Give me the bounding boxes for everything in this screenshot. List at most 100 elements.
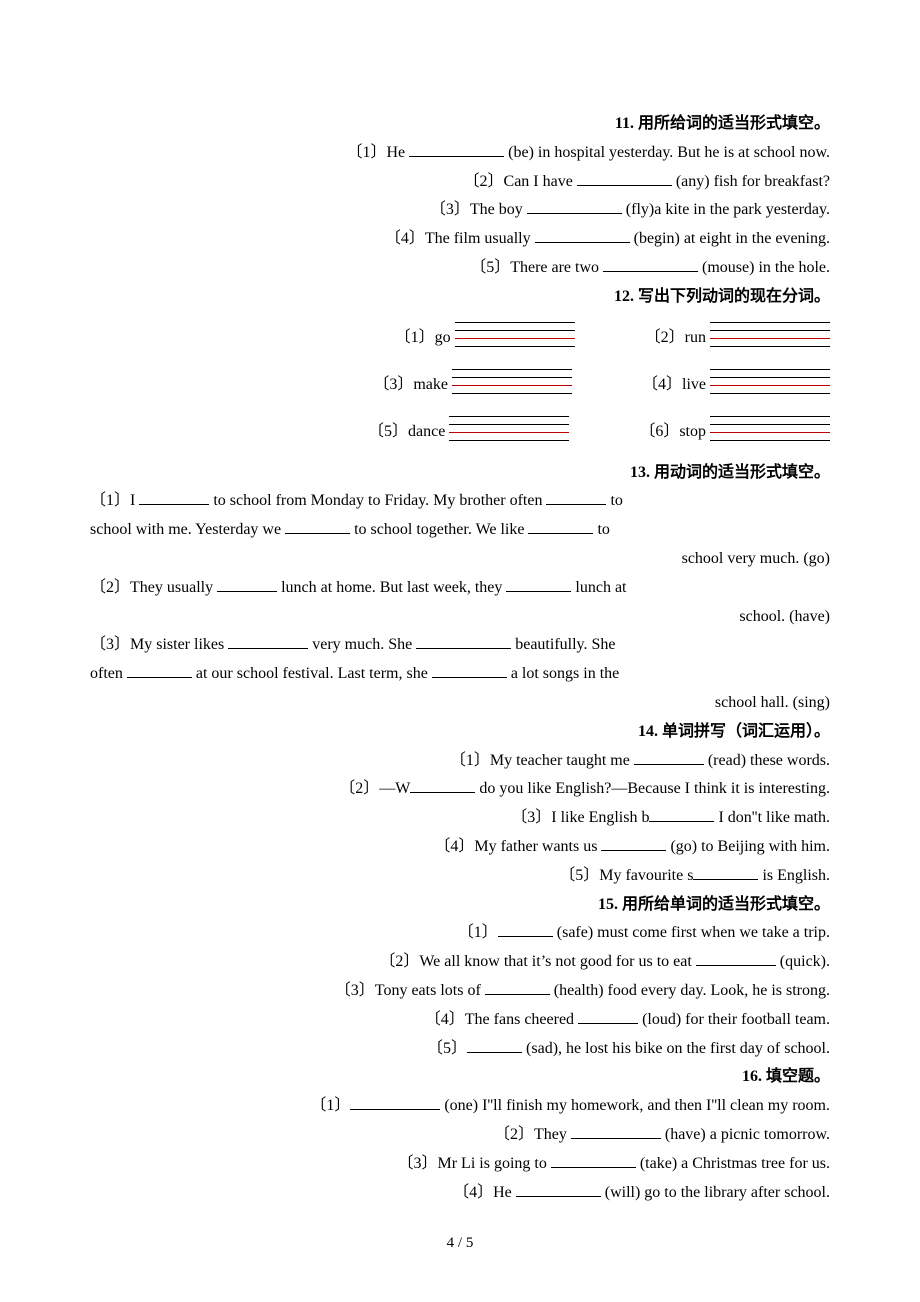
text: school with me. Yesterday we [90,521,285,538]
blank [467,1036,522,1053]
text: to [606,492,622,509]
answer-stack [449,412,569,441]
blank [577,169,672,186]
q12-5-label: 〔5〕dance [368,417,445,441]
q12-pair-2: 〔3〕make 〔4〕live [90,365,830,394]
q12-item-2: 〔2〕run [645,318,830,347]
q13-line-2: school with me. Yesterday we to school t… [90,516,830,545]
q11-heading: 11. 用所给词的适当形式填空。 [90,110,830,139]
blank [527,197,622,214]
blank [634,748,704,765]
q16-item-4: 〔4〕He (will) go to the library after sch… [90,1179,830,1208]
blank [285,517,350,534]
q11-item-1: 〔1〕He (be) in hospital yesterday. But he… [90,139,830,168]
q14-item-2: 〔2〕—W do you like English?—Because I thi… [90,775,830,804]
q13-line-8: school hall. (sing) [90,689,830,718]
q12-4-label: 〔4〕live [642,370,706,394]
q11-2-b: (any) fish for breakfast? [672,173,830,190]
page-number: 4 / 5 [0,1235,920,1252]
blank [696,949,776,966]
blank [649,805,714,822]
blank [350,1093,440,1110]
text: (have) a picnic tomorrow. [661,1126,830,1143]
q15-item-4: 〔4〕The fans cheered (loud) for their foo… [90,1006,830,1035]
q12-item-5: 〔5〕dance [368,412,569,441]
text: (health) food every day. Look, he is str… [550,982,830,999]
blank [409,140,504,157]
text: 〔3〕I like English b [511,809,649,826]
answer-stack [710,318,830,347]
text: (one) I''ll finish my homework, and then… [440,1097,830,1114]
text: 〔4〕My father wants us [434,838,601,855]
text: 〔3〕Mr Li is going to [398,1155,551,1172]
text: 〔1〕 [458,924,498,941]
q13-line-3: school very much. (go) [90,545,830,574]
text: lunch at home. But last week, they [277,579,506,596]
blank [603,255,698,272]
blank [601,834,666,851]
text: (take) a Christmas tree for us. [636,1155,830,1172]
blank [498,920,553,937]
q11-5-b: (mouse) in the hole. [698,259,830,276]
text: a lot songs in the [507,665,619,682]
blank [551,1151,636,1168]
q12-item-3: 〔3〕make [373,365,572,394]
q12-6-label: 〔6〕stop [639,417,706,441]
text: (loud) for their football team. [638,1011,830,1028]
q15-heading: 15. 用所给单词的适当形式填空。 [90,891,830,920]
q16-item-3: 〔3〕Mr Li is going to (take) a Christmas … [90,1150,830,1179]
text: 〔2〕—W [339,780,410,797]
text: 〔3〕My sister likes [90,636,228,653]
q14-item-5: 〔5〕My favourite s is English. [90,862,830,891]
text: at our school festival. Last term, she [192,665,432,682]
text: 〔2〕We all know that it’s not good for us… [379,953,695,970]
text: is English. [758,867,830,884]
text: 〔5〕My favourite s [559,867,693,884]
answer-stack [710,412,830,441]
blank [516,1180,601,1197]
q15-item-3: 〔3〕Tony eats lots of (health) food every… [90,977,830,1006]
text: 〔3〕Tony eats lots of [335,982,485,999]
q12-3-label: 〔3〕make [373,370,448,394]
q12-pair-3: 〔5〕dance 〔6〕stop [90,412,830,441]
q11-item-5: 〔5〕There are two (mouse) in the hole. [90,254,830,283]
q13-heading: 13. 用动词的适当形式填空。 [90,459,830,488]
q12-heading: 12. 写出下列动词的现在分词。 [90,283,830,312]
q13-line-7: often at our school festival. Last term,… [90,660,830,689]
q12-2-label: 〔2〕run [645,323,706,347]
q13-line-4: 〔2〕They usually lunch at home. But last … [90,574,830,603]
q11-2-a: 〔2〕Can I have [464,173,577,190]
blank [127,661,192,678]
blank [535,226,630,243]
blank [139,488,209,505]
blank [693,863,758,880]
text: I don''t like math. [714,809,830,826]
text: to school from Monday to Friday. My brot… [209,492,546,509]
blank [410,776,475,793]
text: 〔2〕They [494,1126,571,1143]
text: to school together. We like [350,521,528,538]
q13-line-5: school. (have) [90,603,830,632]
q15-item-1: 〔1〕 (safe) must come first when we take … [90,919,830,948]
text: beautifully. She [511,636,615,653]
q11-item-3: 〔3〕The boy (fly)a kite in the park yeste… [90,196,830,225]
q15-item-5: 〔5〕 (sad), he lost his bike on the first… [90,1035,830,1064]
text: 〔4〕The fans cheered [425,1011,578,1028]
q11-1-b: (be) in hospital yesterday. But he is at… [504,144,830,161]
blank [546,488,606,505]
q14-item-3: 〔3〕I like English b I don''t like math. [90,804,830,833]
text: to [593,521,609,538]
blank [228,632,308,649]
blank [217,575,277,592]
q12-item-6: 〔6〕stop [639,412,830,441]
blank [571,1122,661,1139]
answer-stack [455,318,575,347]
q16-heading: 16. 填空题。 [90,1063,830,1092]
q16-item-2: 〔2〕They (have) a picnic tomorrow. [90,1121,830,1150]
text: 〔5〕 [427,1040,467,1057]
text: (safe) must come first when we take a tr… [553,924,830,941]
q11-1-a: 〔1〕He [346,144,409,161]
text: 〔2〕They usually [90,579,217,596]
text: (quick). [776,953,830,970]
q11-4-a: 〔4〕The film usually [385,230,535,247]
